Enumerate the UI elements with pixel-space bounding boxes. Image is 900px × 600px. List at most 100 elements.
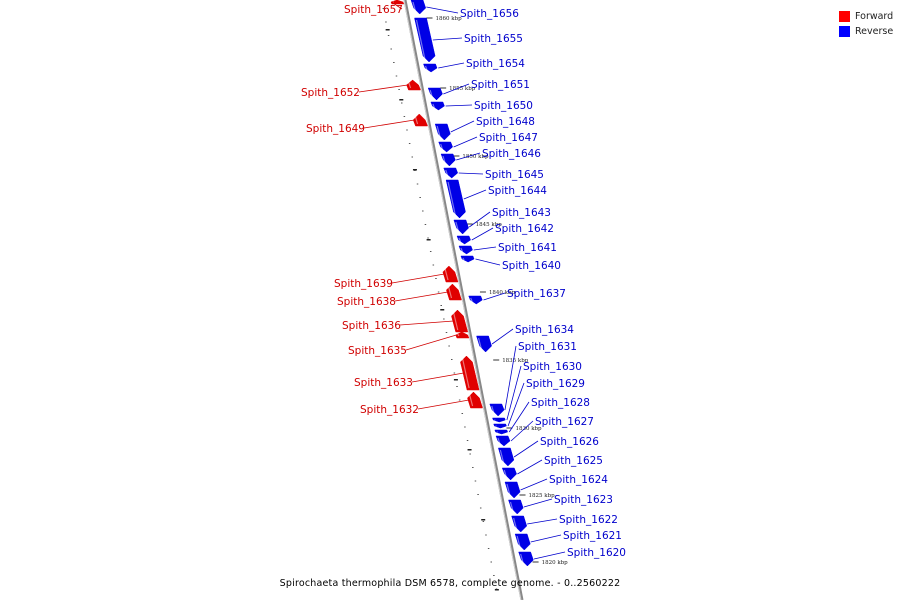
Spith_1628-label[interactable]: Spith_1628 (531, 397, 590, 409)
Spith_1625-label[interactable]: Spith_1625 (544, 455, 603, 467)
Spith_1640-label[interactable]: Spith_1640 (502, 260, 561, 272)
Spith_1638-gene-block[interactable] (446, 283, 462, 301)
Spith_1634-label[interactable]: Spith_1634 (515, 324, 574, 336)
Spith_1647-gene-block[interactable] (438, 141, 453, 153)
Spith_1654-label[interactable]: Spith_1654 (466, 58, 525, 70)
Spith_1632-leader-line (417, 399, 470, 410)
Spith_1620-gene-block[interactable] (518, 551, 534, 567)
Spith_1631-gene-block[interactable] (489, 403, 505, 417)
Spith_1629-label[interactable]: Spith_1629 (526, 378, 585, 390)
Spith_1621-gene-block[interactable] (514, 533, 531, 551)
major-tick-dash (399, 99, 404, 101)
Spith_1651-gene-block[interactable] (427, 87, 443, 101)
Spith_1646-gene-shine (442, 155, 446, 165)
Spith_1654-gene-block[interactable] (423, 63, 438, 73)
Spith_1625-gene-block[interactable] (501, 467, 517, 481)
Spith_1624-gene-block[interactable] (504, 481, 521, 499)
Spith_1624-label[interactable]: Spith_1624 (549, 474, 608, 486)
Spith_1643-label[interactable]: Spith_1643 (492, 207, 551, 219)
Spith_1645-leader-line (458, 172, 484, 175)
Spith_1626-label[interactable]: Spith_1626 (540, 436, 599, 448)
Spith_1649-gene-block[interactable] (412, 113, 428, 127)
Spith_1642-gene-block[interactable] (456, 235, 471, 245)
Spith_1657-label[interactable]: Spith_1657 (344, 4, 403, 16)
Spith_1627-label[interactable]: Spith_1627 (535, 416, 594, 428)
Spith_1628-gene-block[interactable] (494, 429, 508, 435)
Spith_1635-gene-block[interactable] (455, 331, 470, 339)
Spith_1630-gene-block[interactable] (492, 417, 506, 423)
minor-tick-dot (445, 332, 448, 333)
Spith_1657-gene-block[interactable] (390, 0, 405, 5)
Spith_1652-label[interactable]: Spith_1652 (301, 87, 360, 99)
scale-ticks: 1860 kbp 1855 kbp 1850 kbp 1845 kbp 1840 kbp… (426, 16, 568, 566)
minor-tick-dot (419, 197, 421, 198)
Spith_1648-label[interactable]: Spith_1648 (476, 116, 535, 128)
Spith_1638-gene-shine (447, 285, 453, 299)
Spith_1638-label[interactable]: Spith_1638 (337, 296, 396, 308)
Spith_1646-gene-block[interactable] (440, 153, 456, 167)
Spith_1656-label[interactable]: Spith_1656 (460, 8, 519, 20)
Spith_1622-label[interactable]: Spith_1622 (559, 514, 618, 526)
genome-backbone (403, 0, 524, 600)
minor-tick-dot (466, 440, 469, 441)
Spith_1622-gene-block[interactable] (511, 515, 528, 533)
Spith_1650-label[interactable]: Spith_1650 (474, 100, 533, 112)
Spith_1634-gene-block[interactable] (476, 335, 492, 353)
major-tick-dash (440, 309, 445, 311)
Spith_1645-gene-shine (445, 169, 449, 177)
Spith_1633-label[interactable]: Spith_1633 (354, 377, 413, 389)
minor-tick-dot (451, 359, 453, 360)
Spith_1623-label[interactable]: Spith_1623 (554, 494, 613, 506)
scale-tick-label: 1845 kbp (476, 222, 503, 228)
Spith_1651-label[interactable]: Spith_1651 (471, 79, 530, 91)
Spith_1629-gene-block[interactable] (493, 423, 507, 429)
Spith_1650-gene-block[interactable] (430, 101, 445, 111)
Spith_1640-gene-block[interactable] (460, 255, 475, 263)
Spith_1632-gene-block[interactable] (467, 391, 483, 409)
Spith_1642-gene-shine (458, 237, 462, 243)
major-tick-dash (467, 449, 472, 451)
Spith_1635-label[interactable]: Spith_1635 (348, 345, 407, 357)
Spith_1637-gene-shine (470, 297, 473, 303)
Spith_1633-gene-block[interactable] (460, 355, 480, 391)
Spith_1632-label[interactable]: Spith_1632 (360, 404, 419, 416)
Spith_1647-label[interactable]: Spith_1647 (479, 132, 538, 144)
gene-labels: Spith_1657 Spith_1652 Spith_1649 Spith_1639… (301, 1, 626, 560)
Spith_1623-gene-block[interactable] (508, 499, 524, 515)
Spith_1644-gene-block[interactable] (445, 179, 466, 219)
Spith_1633-leader-line (411, 372, 464, 383)
Spith_1627-gene-block[interactable] (495, 435, 511, 447)
Spith_1656-gene-block[interactable] (410, 0, 427, 15)
Spith_1648-gene-block[interactable] (434, 123, 451, 141)
Spith_1639-gene-block[interactable] (442, 265, 459, 283)
Spith_1645-label[interactable]: Spith_1645 (485, 169, 544, 181)
Spith_1637-label[interactable]: Spith_1637 (507, 288, 566, 300)
Spith_1630-label[interactable]: Spith_1630 (523, 361, 582, 373)
Spith_1646-label[interactable]: Spith_1646 (482, 148, 541, 160)
Spith_1651-leader-line (443, 83, 470, 95)
Spith_1620-label[interactable]: Spith_1620 (567, 547, 626, 559)
Spith_1639-label[interactable]: Spith_1639 (334, 278, 393, 290)
Spith_1620-gene-shine (520, 553, 524, 565)
Spith_1621-label[interactable]: Spith_1621 (563, 530, 622, 542)
Spith_1635-gene-shine (457, 333, 460, 337)
Spith_1641-gene-block[interactable] (458, 245, 473, 255)
Spith_1641-label[interactable]: Spith_1641 (498, 242, 557, 254)
Spith_1631-label[interactable]: Spith_1631 (518, 341, 577, 353)
Spith_1656-leader-line (426, 6, 459, 14)
Spith_1626-gene-block[interactable] (498, 447, 515, 467)
Spith_1655-gene-block[interactable] (414, 17, 436, 63)
Spith_1620-leader-line (533, 551, 566, 560)
Spith_1649-gene-shine (414, 115, 419, 125)
Spith_1649-label[interactable]: Spith_1649 (306, 123, 365, 135)
Spith_1637-gene-block[interactable] (468, 295, 483, 305)
Spith_1643-gene-block[interactable] (453, 219, 469, 235)
Spith_1644-label[interactable]: Spith_1644 (488, 185, 547, 197)
Spith_1652-gene-block[interactable] (406, 79, 421, 91)
Spith_1636-gene-block[interactable] (451, 309, 469, 333)
minor-tick-dot (474, 480, 477, 482)
Spith_1636-label[interactable]: Spith_1636 (342, 320, 401, 332)
Spith_1642-label[interactable]: Spith_1642 (495, 223, 554, 235)
Spith_1655-label[interactable]: Spith_1655 (464, 33, 523, 45)
Spith_1645-gene-block[interactable] (443, 167, 459, 179)
